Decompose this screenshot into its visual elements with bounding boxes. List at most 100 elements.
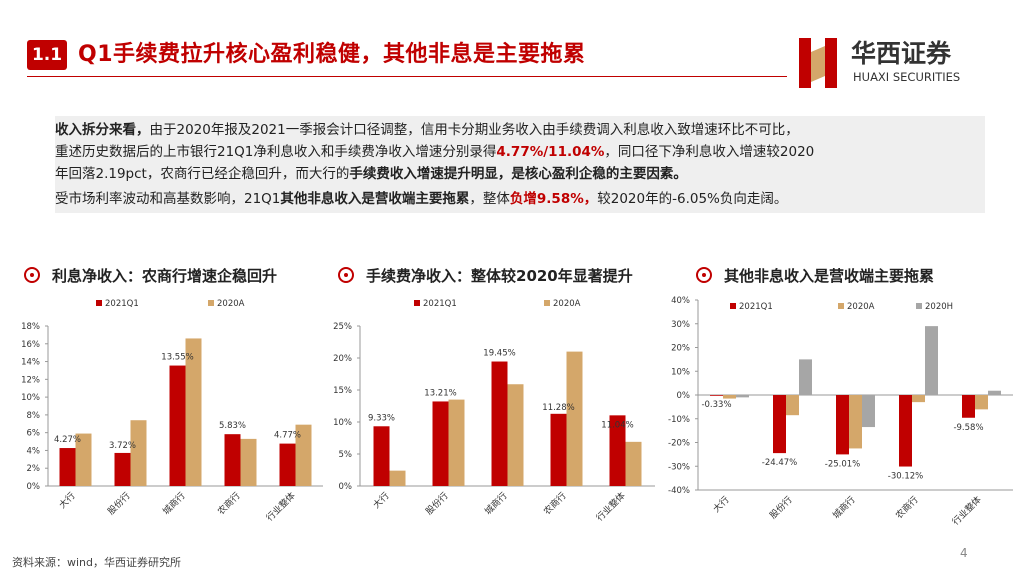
y-tick-label: 0% [27,482,41,492]
y-tick-label: 18% [21,322,40,332]
legend-swatch [838,303,844,309]
category-label: 大行 [370,490,391,511]
summary-box: 收入拆分来看，由于2020年报及2021一季报会计口径调整，信用卡分期业务收入由… [55,116,985,213]
y-tick-label: 5% [339,450,353,460]
chart-fee-income-growth: 0% 5% 10% 15% 20% 25% 2021Q1 2020A 9.33% 大行 13.21%… [333,299,655,524]
growth-highlight: 4.77%/11.04% [496,144,605,160]
bar [925,326,938,395]
y-tick-label: -30% [668,462,690,472]
bar [295,424,312,486]
y-tick-label: -20% [668,439,690,449]
summary-text: ，整体 [469,191,510,207]
legend-swatch [916,303,922,309]
category-label: 股份行 [105,490,133,518]
summary-emphasis: 其他非息收入是营收端主要拖累 [280,191,470,207]
data-label: 13.55% [161,353,193,363]
data-label: -25.01% [825,459,860,469]
data-label: 4.27% [54,435,81,445]
bar [507,384,524,486]
summary-lead: 收入拆分来看， [55,122,150,138]
y-tick-label: 40% [671,296,690,306]
summary-text: ，同口径下净利息收入增速较2020 [604,144,815,160]
bar [912,395,925,403]
legend-swatch [414,300,420,306]
category-label: 股份行 [423,490,451,518]
data-label: 19.45% [483,349,515,359]
legend-label: 2020A [553,299,581,309]
category-label: 农商行 [893,494,921,522]
title-underline [27,76,787,77]
bar [849,395,862,449]
bar [962,395,975,418]
bar [723,395,736,399]
bar [988,390,1001,395]
y-tick-label: 25% [333,322,352,332]
chart-other-nonint-growth: -40% -30% -20% -10% 0% 10% 20% 30% 40% 2021Q1 2020… [668,296,1013,528]
y-tick-label: 10% [21,393,40,403]
bar [799,359,812,395]
y-tick-label: 2% [27,464,41,474]
summary-line-2: 重述历史数据后的上市银行21Q1净利息收入和手续费净收入增速分别录得4.77%/… [55,141,814,163]
summary-line-4: 受市场利率波动和高基数影响，21Q1其他非息收入是营收端主要拖累，整体负增9.5… [55,188,787,210]
legend-label: 2020A [847,302,875,312]
legend-swatch [96,300,102,306]
data-label: 9.33% [368,413,395,423]
summary-emphasis: 手续费收入增速提升明显，是核心盈利企稳的主要因素。 [349,166,687,182]
legend-label: 2020A [217,299,245,309]
bar [566,351,583,486]
bar [550,413,567,486]
summary-text: 由于2020年报及2021一季报会计口径调整，信用卡分期业务收入由手续费调入利息… [149,122,799,138]
y-tick-label: 20% [333,354,352,364]
category-label: 大行 [56,490,77,511]
bar [279,443,296,486]
bar [448,399,465,486]
data-label: -30.12% [888,472,923,482]
y-tick-label: 8% [27,411,41,421]
bar [224,434,241,486]
summary-text: 较2020年的-6.05%负向走阔。 [597,191,788,207]
data-label: -9.58% [953,423,983,433]
y-tick-label: -10% [668,415,690,425]
logo-en: HUAXI SECURITIES [853,70,960,84]
legend-label: 2021Q1 [423,299,457,309]
bar [975,395,988,410]
bar [625,441,642,486]
page-number: 4 [960,546,968,560]
bar [862,395,875,428]
chart-net-interest-growth: 0% 2% 4% 6% 8% 10% 12% 14% 16% 18% 2021Q1 2020A 4.27… [21,299,323,524]
category-label: 行业整体 [264,490,298,524]
decline-highlight: 负增9.58%， [509,191,598,207]
legend-label: 2021Q1 [739,302,773,312]
bar [432,401,449,486]
summary-text: 受市场利率波动和高基数影响，21Q1 [55,191,281,207]
data-label: 4.77% [274,431,301,441]
category-label: 农商行 [541,490,569,518]
summary-text: 重述历史数据后的上市银行21Q1净利息收入和手续费净收入增速分别录得 [55,144,497,160]
data-label: 5.83% [219,421,246,431]
y-tick-label: 20% [671,344,690,354]
page-title: Q1手续费拉升核心盈利稳健，其他非息是主要拖累 [78,42,586,67]
bar [240,438,257,486]
y-tick-label: 4% [27,446,41,456]
summary-line-1: 收入拆分来看，由于2020年报及2021一季报会计口径调整，信用卡分期业务收入由… [55,119,799,141]
subtitle-text: 利息净收入：农商行增速企稳回升 [52,267,278,285]
y-tick-label: 15% [333,386,352,396]
logo-cn: 华西证券 [851,39,952,68]
legend-label: 2021Q1 [105,299,139,309]
section-badge: 1.1 [27,40,67,70]
huaxi-logo: 华西证券 HUAXI SECURITIES [799,38,960,88]
y-tick-label: 10% [671,367,690,377]
category-label: 农商行 [215,490,243,518]
category-label: 大行 [710,494,731,515]
data-label: 13.21% [424,388,456,398]
y-tick-label: 14% [21,358,40,368]
bar [185,338,202,486]
legend-swatch [544,300,550,306]
bar [389,470,406,486]
bar [114,452,131,486]
category-label: 股份行 [767,494,795,522]
bar [75,433,92,486]
category-label: 行业整体 [950,494,984,528]
bar [899,395,912,467]
huaxi-logo-mark-icon [799,38,837,88]
